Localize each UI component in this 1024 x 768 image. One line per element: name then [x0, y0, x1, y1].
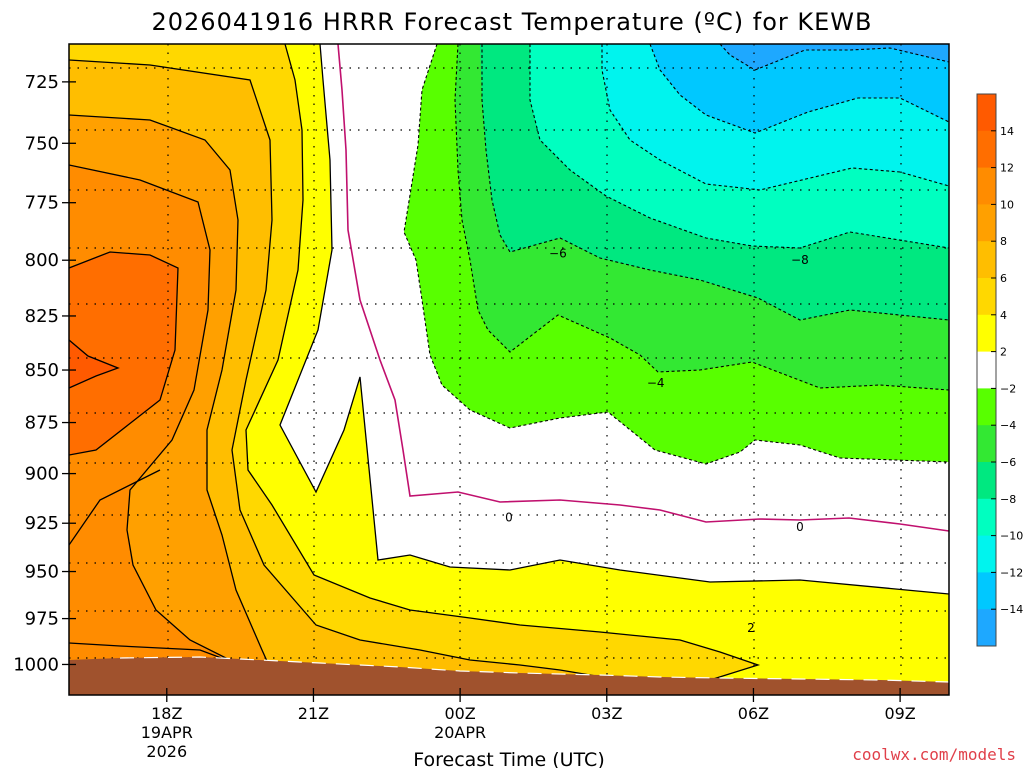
- y-axis: 725 750 775 800 825 850 875 900 925 950 975 1000: [13, 72, 76, 675]
- contour-label: −8: [791, 253, 809, 267]
- y-tick-label: 725: [25, 72, 59, 93]
- y-tick-label: 750: [25, 133, 59, 154]
- colorbar-frame: [976, 93, 997, 647]
- credit-text: coolwx.com/models: [852, 745, 1016, 764]
- colorbar-label: 12: [1000, 162, 1014, 175]
- x-tick-label: 03Z: [591, 704, 622, 723]
- x-axis-label: Forecast Time (UTC): [413, 749, 604, 768]
- contour-label: 0: [796, 520, 804, 534]
- colorbar-label: −2: [1000, 382, 1016, 395]
- colorbar-swatch: [977, 535, 996, 573]
- fill-band-14plus: [69, 340, 118, 388]
- colorbar-label: 2: [1000, 346, 1007, 359]
- x-tick-label: 06Z: [738, 704, 769, 723]
- x-tick-label: 19APR: [141, 723, 193, 742]
- colorbar-swatch: [977, 130, 996, 169]
- x-tick-label: 21Z: [298, 704, 329, 723]
- y-tick-label: 800: [25, 250, 59, 271]
- contour-label: −6: [549, 246, 567, 260]
- y-tick-label: 925: [25, 513, 59, 534]
- fill-band-12to14: [69, 252, 178, 455]
- y-tick-label: 950: [25, 562, 59, 583]
- colorbar-label: 4: [1000, 309, 1007, 322]
- colorbar-swatch: [977, 462, 996, 500]
- y-tick-label: 875: [25, 413, 59, 434]
- colorbar-label: −6: [1000, 456, 1016, 469]
- y-tick-label: 975: [25, 609, 59, 630]
- colorbar-label: 14: [1000, 125, 1014, 138]
- chart-title: 2026041916 HRRR Forecast Temperature (ºC…: [151, 8, 872, 36]
- colorbar-swatch: [977, 204, 996, 242]
- y-tick-label: 775: [25, 193, 59, 214]
- x-tick-label: 2026: [146, 742, 187, 761]
- colorbar-label: −8: [1000, 493, 1016, 506]
- colorbar-label: 8: [1000, 235, 1007, 248]
- y-tick-label: 850: [25, 360, 59, 381]
- x-tick-label: 00Z: [444, 704, 475, 723]
- colorbar: 14 12 10 8 6 4 2 −2 −4 −6 −8 −10 −12 −14: [976, 93, 1023, 647]
- contour-labels: 0 0 2 −4 −6 −8: [505, 246, 809, 635]
- contour-label: 2: [747, 621, 755, 635]
- colorbar-swatch: [977, 609, 996, 647]
- colorbar-swatch: [977, 167, 996, 205]
- colorbar-label: 10: [1000, 198, 1014, 211]
- y-tick-label: 1000: [13, 654, 59, 675]
- colorbar-label: −14: [1000, 603, 1023, 616]
- x-tick-label: 18Z: [151, 704, 182, 723]
- y-tick-label: 900: [25, 464, 59, 485]
- cold-contour-lines: [403, 44, 949, 465]
- colorbar-swatch: [977, 314, 996, 353]
- colorbar-swatch: [977, 572, 996, 610]
- contour-fill-group: [69, 44, 949, 695]
- colorbar-swatch: [977, 278, 996, 316]
- colorbar-label: −12: [1000, 566, 1023, 579]
- colorbar-swatch: [977, 241, 996, 279]
- y-tick-label: 825: [25, 306, 59, 327]
- colorbar-swatch: [977, 351, 996, 389]
- x-tick-label: 20APR: [434, 723, 486, 742]
- colorbar-label: −10: [1000, 530, 1023, 543]
- colorbar-label: −4: [1000, 419, 1016, 432]
- colorbar-swatch: [977, 94, 996, 132]
- terrain-edge: [119, 656, 949, 683]
- colorbar-swatch: [977, 498, 996, 537]
- fill-band-below-neg14: [720, 44, 949, 70]
- contour-label: 0: [505, 510, 513, 524]
- colorbar-swatch: [977, 425, 996, 463]
- fill-band-neg12to-14: [650, 44, 949, 133]
- terrain-ground: [69, 657, 949, 695]
- colorbar-swatch: [977, 388, 996, 426]
- zero-contour-line: [337, 44, 949, 532]
- colorbar-label: 6: [1000, 272, 1007, 285]
- x-tick-label: 09Z: [884, 704, 915, 723]
- contour-label: −4: [647, 376, 665, 390]
